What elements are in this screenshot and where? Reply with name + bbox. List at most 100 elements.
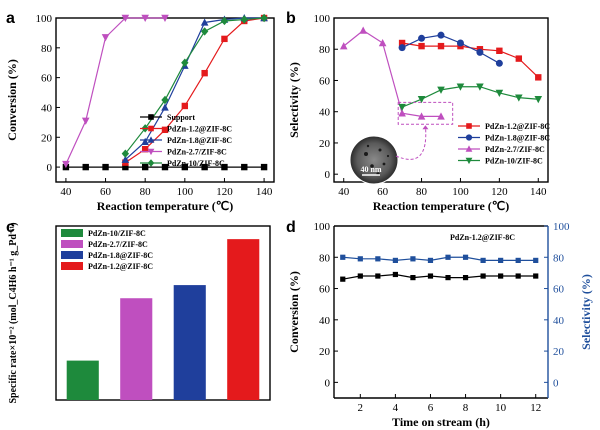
y-tick-label: 60 — [319, 75, 331, 87]
data-point-conversion — [427, 273, 434, 279]
y-axis-label: Conversion (%) — [5, 59, 19, 141]
data-point-support — [201, 163, 208, 171]
data-point-selectivity — [340, 254, 346, 260]
y-tick-label: 100 — [36, 13, 53, 25]
y-tick-label: 100 — [314, 221, 331, 233]
y2-tick-label: 60 — [553, 284, 565, 296]
data-point-pdzn-10-zif-8c — [200, 27, 209, 36]
tem-particle — [360, 168, 364, 172]
data-point-selectivity — [533, 257, 539, 263]
series-line-pdzn-1-2-zif-8c — [125, 17, 265, 164]
data-point-pdzn-10-zif-8c — [417, 96, 426, 104]
y-tick-label: 80 — [319, 252, 331, 264]
x-tick-label: 140 — [530, 186, 547, 198]
panel-label-b: b — [286, 10, 296, 27]
legend-label: PdZn-1.8@ZIF-8C — [88, 251, 153, 260]
data-point-pdzn-10-zif-8c — [260, 13, 268, 23]
x-tick-label: 4 — [393, 402, 399, 414]
tem-particle — [386, 154, 390, 158]
data-point-pdzn-2-7-zif-8c — [437, 112, 445, 120]
data-point-support — [141, 163, 149, 171]
panel-label-d: d — [286, 219, 296, 236]
legend-label: PdZn-1.8@ZIF-8C — [167, 136, 232, 145]
series-line-pdzn-2-7-zif-8c — [65, 17, 165, 165]
tem-particle — [370, 164, 374, 168]
data-point-pdzn-2-7-zif-8c — [161, 14, 169, 22]
data-point-support — [122, 163, 129, 171]
legend-label: PdZn-1.2@ZIF-8C — [485, 122, 550, 131]
callout-line — [395, 126, 427, 160]
data-point-conversion — [340, 276, 346, 282]
x-tick-label: 60 — [100, 186, 112, 198]
x-tick-label: 80 — [140, 186, 152, 198]
y2-tick-label: 20 — [553, 346, 565, 358]
y2-tick-label: 80 — [553, 252, 565, 264]
data-point-pdzn-2-7-zif-8c — [121, 14, 130, 22]
data-point-pdzn-1-8-zif-8c — [456, 39, 464, 47]
data-point-pdzn-10-zif-8c — [161, 95, 169, 105]
data-point-support — [161, 163, 169, 171]
panel-annotation: PdZn-1.2@ZIF-8C — [450, 233, 515, 242]
legend-label: PdZn-2.7/ZIF-8C — [485, 145, 545, 154]
data-point-pdzn-1-2-zif-8c — [221, 35, 228, 43]
data-point-pdzn-1-2-zif-8c — [496, 47, 503, 54]
panel-c: Specific rate×10⁻² (mol_C4H6 h⁻¹ g_Pd⁻¹)… — [6, 219, 271, 404]
data-point-pdzn-10-zif-8c — [220, 16, 229, 26]
x-tick-label: 12 — [530, 402, 541, 414]
x-tick-label: 100 — [177, 186, 194, 198]
panel-label-c: c — [6, 219, 15, 236]
data-point-support — [181, 163, 189, 171]
callout-arrowhead — [422, 125, 429, 130]
x-tick-label: 40 — [60, 186, 72, 198]
data-point-conversion — [392, 271, 398, 278]
data-point-pdzn-1-8-zif-8c — [476, 48, 484, 56]
x-tick-label: 40 — [338, 186, 350, 198]
y-tick-label: 0 — [325, 377, 331, 389]
y-tick-label: 20 — [41, 132, 53, 144]
tem-particle — [366, 144, 370, 148]
y-tick-label: 100 — [314, 13, 331, 25]
data-point-pdzn-1-2-zif-8c — [437, 42, 445, 50]
data-point-pdzn-2-7-zif-8c — [378, 38, 387, 47]
y-tick-label: 40 — [41, 102, 53, 114]
data-point-pdzn-1-8-zif-8c — [121, 155, 130, 163]
data-point-pdzn-2-7-zif-8c — [141, 14, 149, 22]
legend-marker — [148, 125, 154, 132]
y-tick-label: 20 — [319, 346, 331, 358]
scale-bar-label: 40 nm — [360, 165, 381, 174]
plot-frame — [55, 225, 271, 401]
y2-tick-label: 40 — [553, 315, 565, 327]
tem-particle — [382, 162, 386, 166]
data-point-support — [241, 163, 248, 171]
panel-b: 40 60 80 100 120 140 Reaction temperature (℃) 0… — [286, 10, 550, 213]
data-point-pdzn-1-2-zif-8c — [161, 126, 169, 134]
data-point-conversion — [533, 273, 539, 279]
legend-swatch — [61, 240, 83, 248]
data-point-pdzn-2-7-zif-8c — [398, 109, 406, 117]
y-tick-label: 40 — [319, 107, 331, 119]
legend-marker — [466, 123, 472, 129]
legend-label: PdZn-1.2@ZIF-8C — [88, 262, 153, 271]
series-line-selectivity — [342, 256, 536, 262]
panel-d: 2 4 6 8 10 12 Time on stream (h) 0 20 40 60 80 100 Co… — [286, 219, 593, 429]
x-axis-label: Time on stream (h) — [392, 415, 490, 429]
legend-marker — [465, 145, 473, 152]
data-point-pdzn-2-7-zif-8c — [359, 26, 367, 34]
data-point-pdzn-1-2-zif-8c — [418, 42, 425, 50]
data-point-pdzn-10-zif-8c — [476, 83, 484, 91]
legend-marker — [465, 134, 473, 141]
data-point-selectivity — [462, 254, 469, 260]
data-point-selectivity — [480, 257, 486, 263]
bar-pdzn-2-7-zif-8c — [120, 298, 153, 400]
x-tick-label: 120 — [491, 186, 508, 198]
series-line-pdzn-10-zif-8c — [401, 86, 539, 108]
x-tick-label: 100 — [452, 186, 469, 198]
x-tick-label: 120 — [216, 186, 233, 198]
data-point-conversion — [375, 273, 381, 279]
legend-label: PdZn-2.7/ZIF-8C — [167, 148, 227, 157]
data-point-selectivity — [357, 256, 363, 262]
data-point-pdzn-1-2-zif-8c — [535, 74, 542, 81]
x-tick-label: 8 — [463, 402, 469, 414]
data-point-support — [260, 163, 268, 171]
